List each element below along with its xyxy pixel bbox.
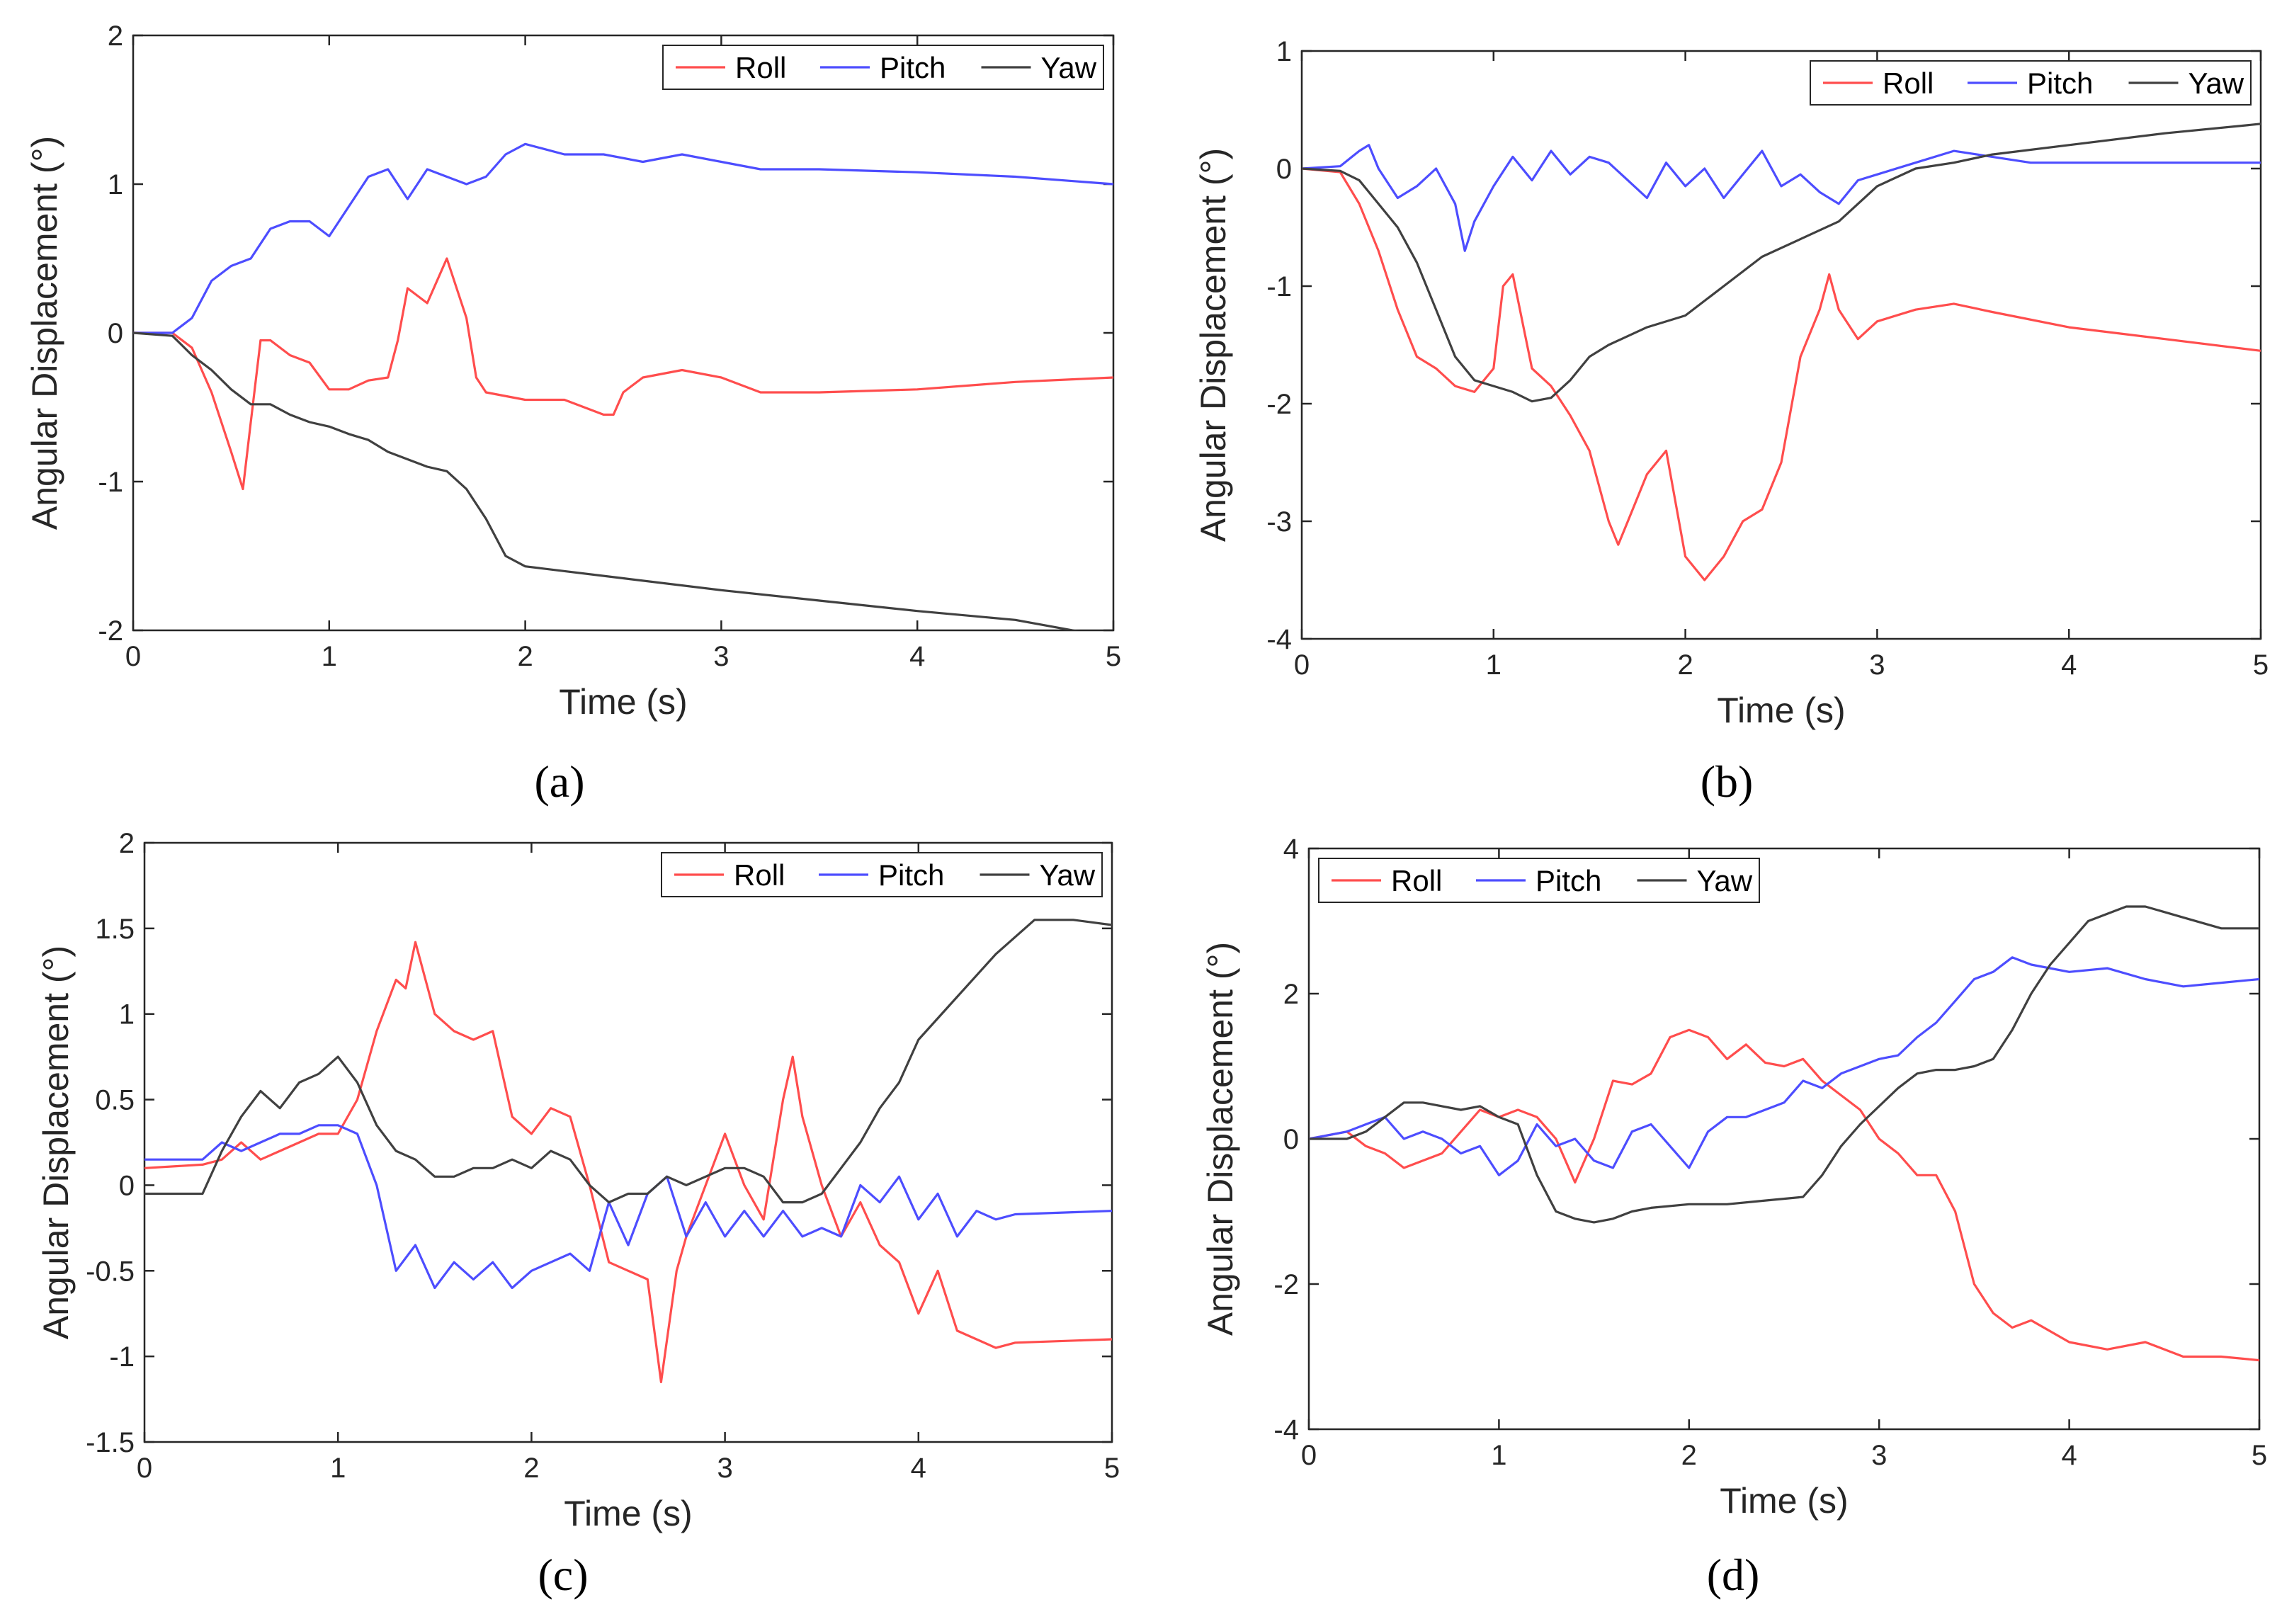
plot-area — [143, 841, 1113, 1443]
y-tick-label: 1 — [108, 169, 123, 200]
y-tick-label: 1 — [1276, 36, 1292, 67]
y-tick-label: 0 — [1276, 154, 1292, 185]
legend-label-yaw: Yaw — [2189, 67, 2244, 100]
series-line-roll — [1302, 167, 2261, 581]
x-tick-label: 1 — [1491, 1440, 1506, 1471]
x-tick-label: 4 — [911, 1453, 926, 1484]
x-tick-label: 3 — [1869, 649, 1885, 681]
x-tick-label: 4 — [909, 641, 925, 672]
series-line-pitch — [1309, 956, 2259, 1176]
y-tick-label: 1 — [119, 999, 135, 1030]
x-tick-label: 2 — [1681, 1440, 1697, 1471]
y-axis-label: Angular Displacement (°) — [1200, 942, 1240, 1336]
y-tick-label: 2 — [1283, 979, 1299, 1010]
x-tick-label: 5 — [2252, 1440, 2267, 1471]
series-line-yaw — [1309, 905, 2259, 1224]
y-tick-label: -1 — [1266, 271, 1292, 302]
x-tick-label: 5 — [1106, 641, 1121, 672]
x-tick-label: 1 — [322, 641, 337, 672]
legend-label-roll: Roll — [1883, 67, 1934, 100]
legend: Roll Pitch Yaw — [662, 45, 1104, 90]
legend-label-roll: Roll — [1391, 864, 1442, 897]
chart-panel-a: 0 1 2 3 4 5 -2 -1 0 1 2 Time (s) Angular Displacemen… — [25, 21, 1121, 807]
y-tick-label: -4 — [1273, 1414, 1299, 1446]
y-tick-label: 1.5 — [95, 914, 135, 945]
y-tick-label: 0 — [119, 1170, 135, 1201]
x-tick-label: 4 — [2061, 1440, 2077, 1471]
y-tick-label: -1.5 — [86, 1427, 135, 1458]
x-tick-label: 0 — [1294, 649, 1310, 681]
y-tick-label: -4 — [1266, 624, 1292, 655]
x-tick-label: 2 — [523, 1453, 539, 1484]
series-line-roll — [133, 257, 1113, 491]
chart-panel-d: 0 1 2 3 4 5 -4 -2 0 2 4 Time (s) Angular Displacemen… — [1200, 834, 2267, 1600]
x-tick-label: 0 — [1301, 1440, 1317, 1471]
panel-caption: (a) — [534, 756, 584, 807]
y-tick-label: 2 — [108, 21, 123, 52]
series-line-pitch — [1302, 144, 2261, 252]
y-tick-label: 0.5 — [95, 1085, 135, 1116]
legend-label-pitch: Pitch — [2027, 67, 2093, 100]
x-axis-label: Time (s) — [1717, 691, 1845, 730]
chart-panel-b: 0 1 2 3 4 5 -4 -3 -2 -1 0 1 Time (s) Angular Displace… — [1193, 36, 2269, 807]
legend-label-pitch: Pitch — [880, 51, 946, 84]
plot-area — [132, 34, 1115, 632]
legend-label-yaw: Yaw — [1697, 864, 1753, 897]
legend-label-roll: Roll — [735, 51, 786, 84]
series-line-yaw — [1302, 123, 2261, 403]
legend-label-yaw: Yaw — [1041, 51, 1097, 84]
y-tick-label: -0.5 — [86, 1256, 135, 1287]
y-tick-label: 2 — [119, 828, 135, 859]
x-tick-label: 1 — [330, 1453, 346, 1484]
y-tick-label: 4 — [1283, 834, 1299, 865]
legend-label-pitch: Pitch — [1535, 864, 1601, 897]
legend: Roll Pitch Yaw — [661, 852, 1103, 897]
x-tick-label: 1 — [1486, 649, 1502, 681]
x-axis-label: Time (s) — [564, 1494, 692, 1533]
x-tick-label: 4 — [2061, 649, 2077, 681]
plot-area — [1300, 50, 2262, 640]
legend-label-pitch: Pitch — [878, 858, 944, 892]
legend-label-yaw: Yaw — [1040, 858, 1096, 892]
panel-caption: (d) — [1707, 1550, 1760, 1600]
x-axis-label: Time (s) — [1720, 1481, 1848, 1521]
panel-caption: (b) — [1701, 756, 1754, 807]
series-line-pitch — [133, 142, 1113, 334]
x-tick-label: 3 — [1871, 1440, 1887, 1471]
y-tick-label: 0 — [1283, 1124, 1299, 1155]
y-tick-label: -2 — [1273, 1269, 1299, 1300]
y-tick-label: -2 — [98, 615, 123, 647]
y-tick-label: -2 — [1266, 389, 1292, 420]
x-tick-label: 3 — [717, 1453, 732, 1484]
y-tick-label: -1 — [109, 1341, 135, 1373]
chart-panel-c: 0 1 2 3 4 5 -1.5 -1 -0.5 0 0.5 1 1.5 2 Time (s) Angular… — [36, 828, 1120, 1600]
y-tick-label: 0 — [108, 318, 123, 349]
panel-caption: (c) — [538, 1550, 588, 1600]
series-line-roll — [1309, 1028, 2259, 1362]
y-tick-label: -1 — [98, 467, 123, 498]
y-tick-label: -3 — [1266, 506, 1292, 538]
x-tick-label: 5 — [1104, 1453, 1120, 1484]
x-tick-label: 2 — [1677, 649, 1693, 681]
y-axis-label: Angular Displacement (°) — [36, 946, 76, 1339]
legend-label-roll: Roll — [734, 858, 785, 892]
series-line-yaw — [144, 919, 1112, 1204]
legend: Roll Pitch Yaw — [1810, 60, 2252, 106]
series-line-roll — [144, 941, 1112, 1384]
legend: Roll Pitch Yaw — [1318, 858, 1760, 903]
x-axis-label: Time (s) — [559, 682, 687, 722]
x-tick-label: 2 — [517, 641, 533, 672]
x-tick-label: 3 — [713, 641, 729, 672]
x-tick-label: 0 — [137, 1453, 152, 1484]
x-tick-label: 0 — [125, 641, 141, 672]
y-axis-label: Angular Displacement (°) — [1193, 148, 1233, 542]
plot-area — [1307, 847, 2261, 1431]
series-line-yaw — [133, 331, 1079, 630]
x-tick-label: 5 — [2253, 649, 2269, 681]
y-axis-label: Angular Displacement (°) — [25, 136, 64, 530]
